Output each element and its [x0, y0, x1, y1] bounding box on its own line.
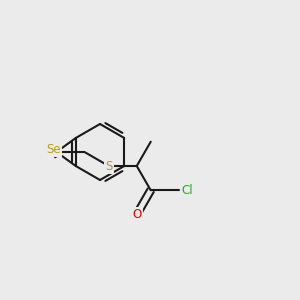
Text: S: S [105, 160, 112, 172]
Text: O: O [132, 208, 141, 221]
Text: Se: Se [46, 143, 60, 156]
Text: Cl: Cl [181, 184, 193, 197]
